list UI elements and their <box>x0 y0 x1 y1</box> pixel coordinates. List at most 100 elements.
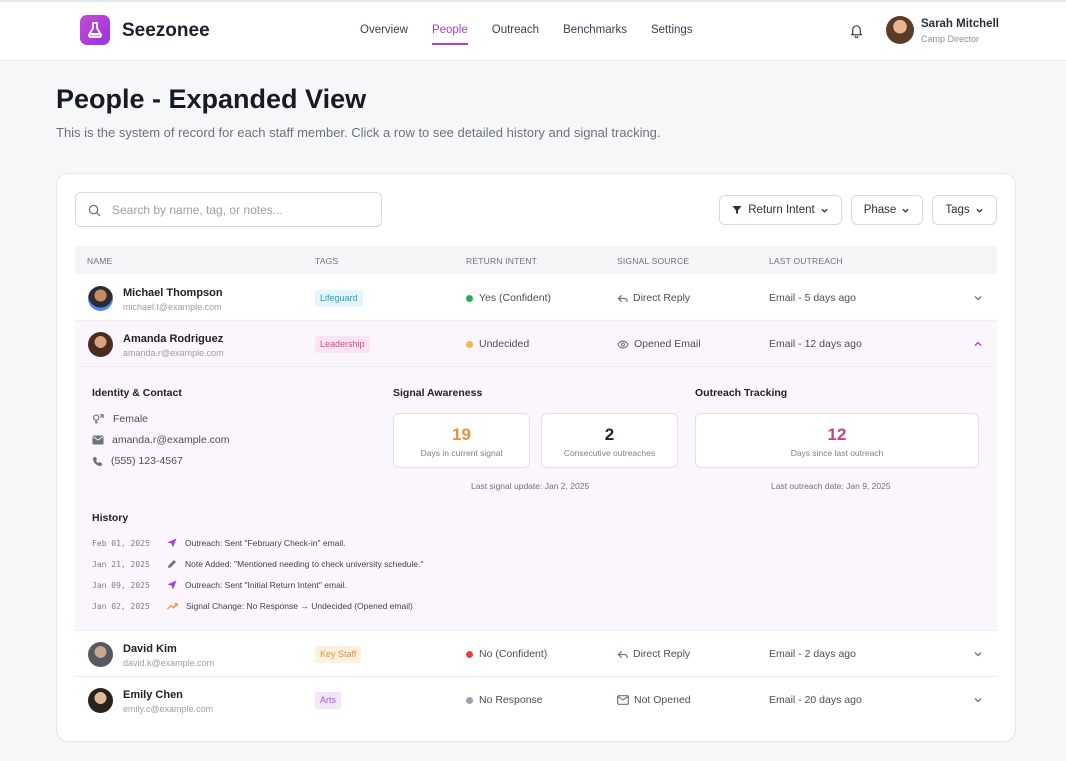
reply-icon <box>617 294 628 302</box>
tag-badge: Lifeguard <box>315 290 363 307</box>
signal-source-label: Direct Reply <box>633 648 691 660</box>
reply-icon <box>617 650 628 658</box>
chevron-down-icon <box>975 208 983 213</box>
user-role: Camp Director <box>921 34 980 44</box>
avatar <box>88 332 113 357</box>
pencil-icon <box>168 560 176 568</box>
return-intent-status: Undecided <box>466 338 529 350</box>
history-date: Jan 21, 2025 <box>92 559 150 569</box>
history-date: Feb 01, 2025 <box>92 538 150 548</box>
history-section-title: History <box>92 512 129 524</box>
search-input[interactable] <box>112 201 372 219</box>
days-in-current-signal-card: 19 Days in current signal <box>393 413 530 468</box>
signal-source: Direct Reply <box>617 292 690 304</box>
table-row[interactable]: David Kim david.k@example.com Key Staff … <box>75 631 997 677</box>
return-intent-filter-label: Return Intent <box>748 204 815 216</box>
page-title: People - Expanded View <box>56 84 367 114</box>
avatar <box>88 688 113 713</box>
gender-field: Female <box>92 413 148 425</box>
nav-settings[interactable]: Settings <box>650 24 693 36</box>
history-item: Jan 02, 2025 Signal Change: No Response … <box>92 601 413 611</box>
status-dot <box>466 340 473 348</box>
tag-badge: Key Staff <box>315 646 362 663</box>
table-row[interactable]: Michael Thompson michael.t@example.com L… <box>75 275 997 321</box>
last-outreach: Email - 5 days ago <box>769 292 856 304</box>
search-box[interactable] <box>75 192 382 227</box>
status-dot <box>466 650 473 658</box>
return-intent-status: Yes (Confident) <box>466 292 551 304</box>
brand-logo-icon[interactable] <box>80 15 110 45</box>
days-since-outreach-card: 12 Days since last outreach <box>695 413 979 468</box>
person-name: Michael Thompson <box>123 287 223 299</box>
tags-filter-label: Tags <box>945 204 970 216</box>
return-intent-filter-button[interactable]: Return Intent <box>719 195 842 225</box>
history-date: Jan 09, 2025 <box>92 580 150 590</box>
chevron-up-icon[interactable] <box>973 339 983 349</box>
mail-outline-icon <box>617 695 629 705</box>
last-outreach: Email - 20 days ago <box>769 694 862 706</box>
column-header-return-intent[interactable]: RETURN INTENT <box>466 256 538 266</box>
signal-section-title: Signal Awareness <box>393 387 483 399</box>
phone-field: (555) 123-4567 <box>92 455 183 467</box>
outreach-section-title: Outreach Tracking <box>695 387 788 399</box>
tag-badge: Leadership <box>315 336 370 353</box>
return-intent-label: No Response <box>479 694 543 706</box>
send-icon <box>167 538 177 548</box>
person-name: David Kim <box>123 643 177 655</box>
person-email: emily.c@example.com <box>123 704 213 714</box>
gender-icon <box>93 414 104 424</box>
chevron-down-icon[interactable] <box>973 649 983 659</box>
nav-outreach[interactable]: Outreach <box>491 24 540 36</box>
eye-icon <box>617 340 629 348</box>
nav-people[interactable]: People <box>431 24 468 45</box>
status-dot <box>466 696 473 704</box>
avatar <box>88 642 113 667</box>
send-icon <box>167 580 177 590</box>
phase-filter-button[interactable]: Phase <box>851 195 923 225</box>
column-header-name[interactable]: NAME <box>87 256 113 266</box>
last-outreach: Email - 12 days ago <box>769 338 862 350</box>
brand-name[interactable]: Seezonee <box>122 20 210 41</box>
chevron-down-icon <box>902 208 909 213</box>
consecutive-outreaches-label: Consecutive outreaches <box>563 448 656 458</box>
days-since-outreach-value: 12 <box>827 425 847 444</box>
return-intent-label: Yes (Confident) <box>479 292 551 304</box>
column-header-tags[interactable]: TAGS <box>315 256 339 266</box>
phase-filter-label: Phase <box>863 204 897 216</box>
gender-value: Female <box>113 413 149 425</box>
consecutive-outreaches-value: 2 <box>604 425 615 444</box>
nav-benchmarks[interactable]: Benchmarks <box>563 24 627 36</box>
user-name[interactable]: Sarah Mitchell <box>921 18 999 30</box>
filter-icon <box>732 206 742 214</box>
top-navbar: Seezonee Overview People Outreach Benchm… <box>0 0 1066 61</box>
person-email: david.k@example.com <box>123 658 215 668</box>
person-email: michael.t@example.com <box>123 302 222 312</box>
user-avatar[interactable] <box>886 16 914 44</box>
days-since-outreach-label: Days since last outreach <box>790 448 884 458</box>
return-intent-status: No (Confident) <box>466 648 547 660</box>
mail-icon <box>92 435 104 445</box>
phone-icon <box>92 456 103 466</box>
chevron-down-icon[interactable] <box>973 695 983 705</box>
page-subtitle: This is the system of record for each st… <box>56 125 661 140</box>
chevron-down-icon[interactable] <box>973 293 983 303</box>
tags-filter-button[interactable]: Tags <box>932 195 997 225</box>
email-value: amanda.r@example.com <box>112 434 230 446</box>
last-outreach-date: Last outreach date: Jan 9, 2025 <box>771 481 891 491</box>
table-row-expanded[interactable]: Amanda Rodriguez amanda.r@example.com Le… <box>75 321 997 367</box>
nav-overview[interactable]: Overview <box>360 24 408 36</box>
return-intent-status: No Response <box>466 694 543 706</box>
expanded-detail-panel: Identity & Contact Female amanda.r@examp… <box>75 367 997 631</box>
signal-source: Direct Reply <box>617 648 690 660</box>
email-field: amanda.r@example.com <box>92 434 229 446</box>
signal-source: Not Opened <box>617 694 691 706</box>
table-row[interactable]: Emily Chen emily.c@example.com Arts No R… <box>75 677 997 723</box>
column-header-signal-source[interactable]: SIGNAL SOURCE <box>617 256 690 266</box>
main-nav: Overview People Outreach Benchmarks Sett… <box>360 24 717 45</box>
search-icon <box>88 204 101 217</box>
chevron-down-icon <box>821 208 828 213</box>
last-outreach: Email - 2 days ago <box>769 648 856 660</box>
return-intent-label: No (Confident) <box>479 648 548 660</box>
bell-icon[interactable] <box>849 23 864 43</box>
column-header-last-outreach[interactable]: LAST OUTREACH <box>769 256 843 266</box>
